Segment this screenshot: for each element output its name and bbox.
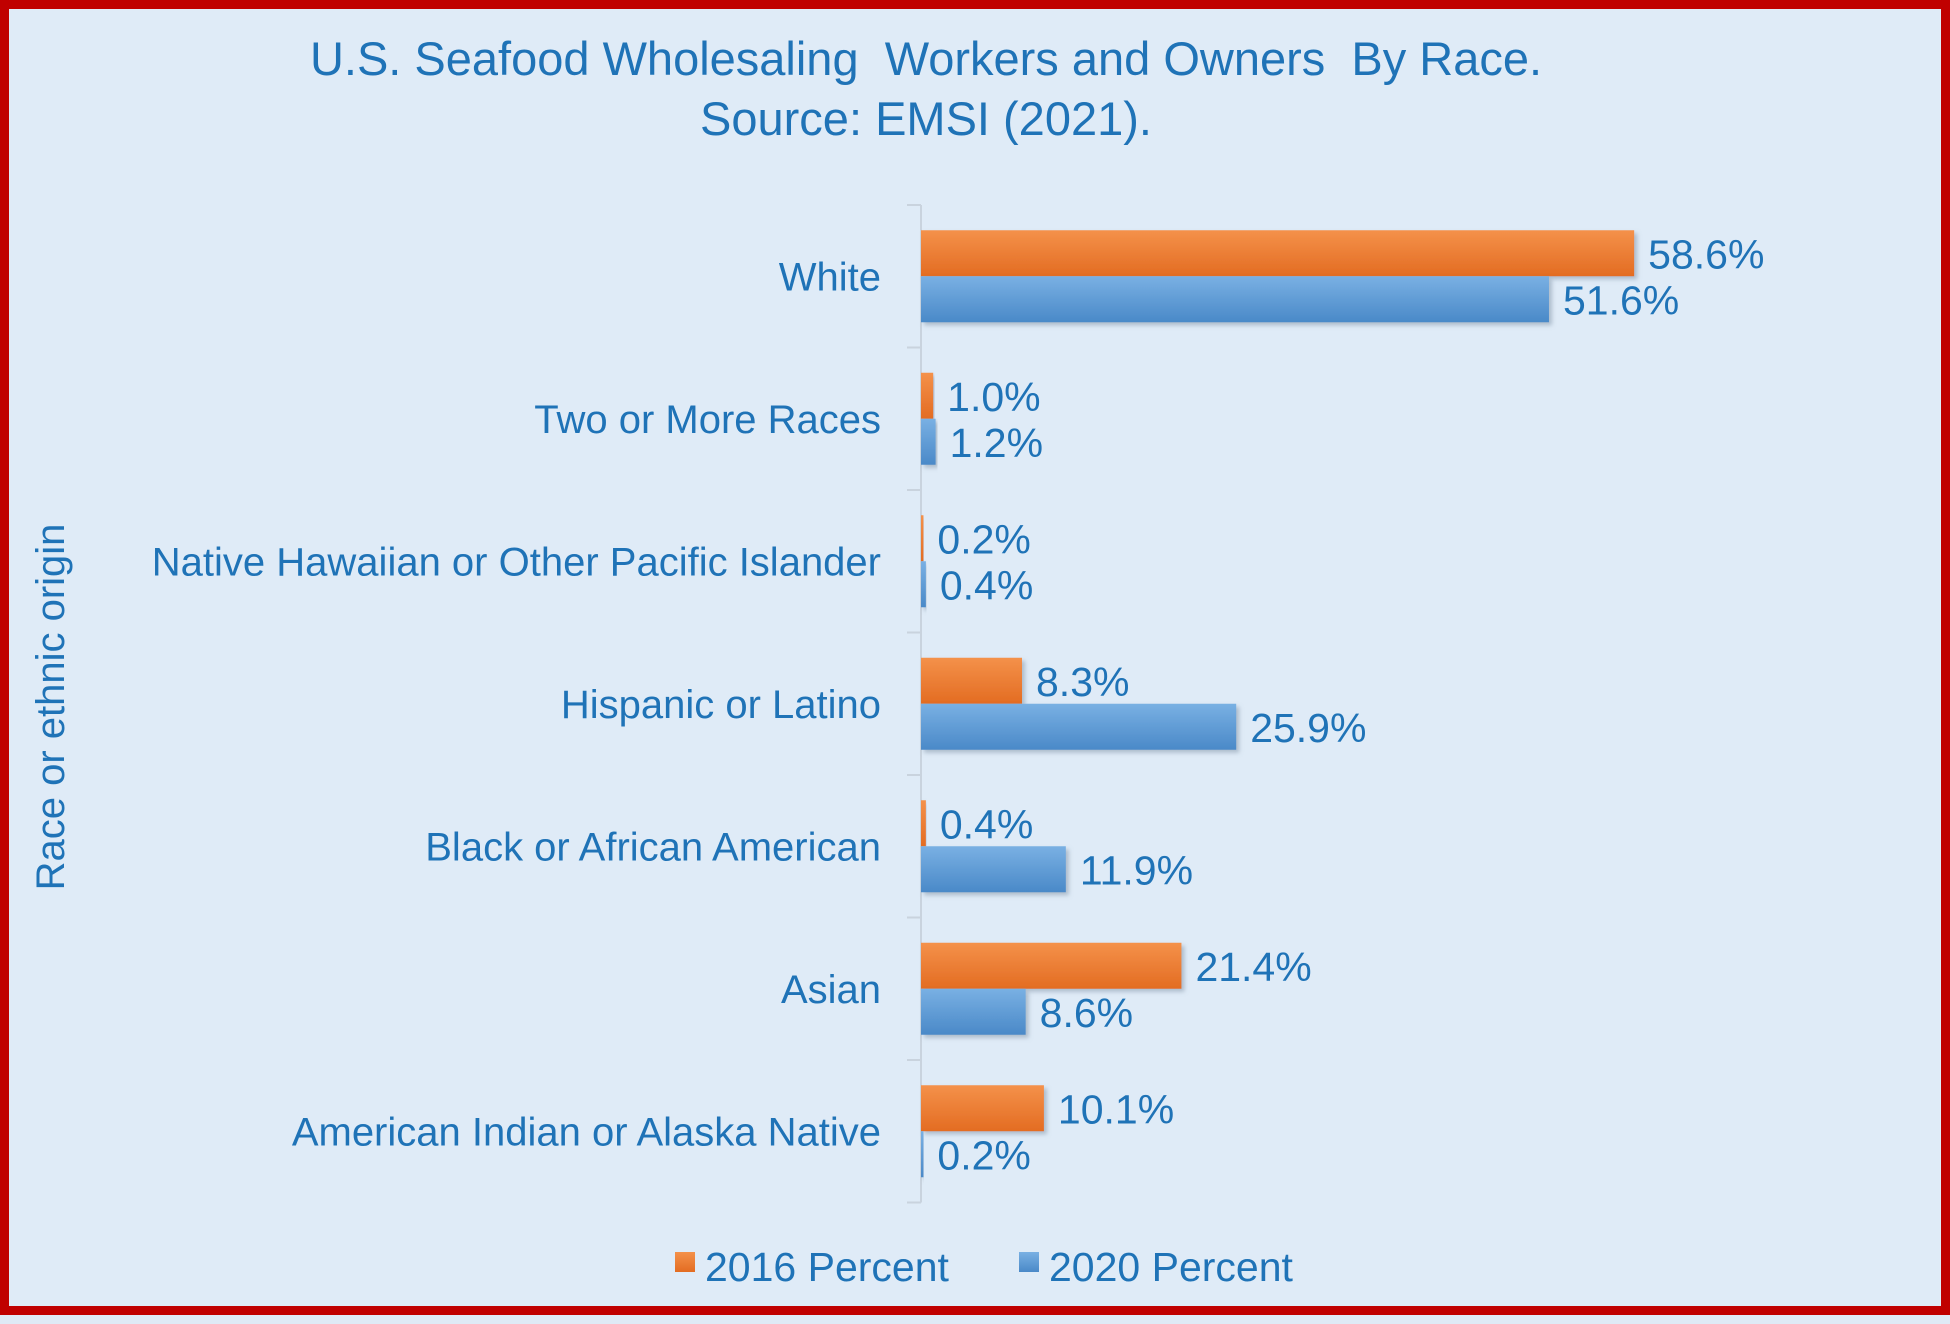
bar-2016-native-hawaiian-or-other-pacific-islander: [921, 515, 924, 562]
category-label-white: White: [779, 255, 881, 299]
data-label-2016-native-hawaiian-or-other-pacific-islander: 0.2%: [937, 516, 1030, 562]
data-label-2020-white: 51.6%: [1563, 277, 1679, 323]
data-label-2020-native-hawaiian-or-other-pacific-islander: 0.4%: [940, 562, 1033, 608]
category-label-asian: Asian: [781, 968, 881, 1012]
bar-2016-two-or-more-races: [921, 372, 934, 419]
data-label-2016-american-indian-or-alaska-native: 10.1%: [1058, 1086, 1174, 1132]
legend-label-2020: 2020 Percent: [1049, 1244, 1294, 1290]
chart-title: U.S. Seafood Wholesaling Workers and Own…: [310, 32, 1542, 85]
bar-2020-two-or-more-races: [921, 418, 936, 465]
category-label-american-indian-or-alaska-native: American Indian or Alaska Native: [292, 1110, 881, 1154]
legend-swatch-2016: [675, 1252, 695, 1272]
bar-2020-black-or-african-american: [921, 846, 1066, 893]
bar-2016-american-indian-or-alaska-native: [921, 1085, 1044, 1132]
bar-2016-black-or-african-american: [921, 800, 926, 847]
data-label-2020-american-indian-or-alaska-native: 0.2%: [937, 1132, 1030, 1178]
bar-2016-hispanic-or-latino: [921, 657, 1023, 704]
data-label-2020-black-or-african-american: 11.9%: [1080, 847, 1193, 893]
data-label-2016-asian: 21.4%: [1195, 944, 1311, 990]
bars: [921, 230, 1635, 1178]
data-label-2016-white: 58.6%: [1648, 231, 1764, 277]
data-labels: 58.6%51.6%1.0%1.2%0.2%0.4%8.3%25.9%0.4%1…: [937, 231, 1764, 1178]
bar-2020-white: [921, 276, 1549, 323]
data-label-2020-two-or-more-races: 1.2%: [950, 420, 1043, 466]
category-label-hispanic-or-latino: Hispanic or Latino: [561, 683, 881, 727]
data-label-2016-two-or-more-races: 1.0%: [947, 374, 1040, 420]
category-axis: [907, 204, 922, 1204]
bar-2020-asian: [921, 988, 1026, 1035]
category-label-native-hawaiian-or-other-pacific-islander: Native Hawaiian or Other Pacific Islande…: [152, 540, 881, 584]
y-axis-title: Race or ethnic origin: [29, 524, 73, 891]
category-label-black-or-african-american: Black or African American: [425, 825, 881, 869]
chart-subtitle: Source: EMSI (2021).: [700, 92, 1152, 145]
data-label-2016-hispanic-or-latino: 8.3%: [1036, 659, 1129, 705]
legend-label-2016: 2016 Percent: [705, 1244, 950, 1290]
category-label-two-or-more-races: Two or More Races: [534, 398, 881, 442]
bar-2020-hispanic-or-latino: [921, 703, 1237, 750]
legend-swatch-2020: [1019, 1252, 1039, 1272]
data-label-2020-hispanic-or-latino: 25.9%: [1250, 705, 1366, 751]
bar-chart: U.S. Seafood Wholesaling Workers and Own…: [29, 32, 1764, 1290]
bar-2016-asian: [921, 942, 1182, 989]
legend: 2016 Percent 2020 Percent: [675, 1244, 1294, 1290]
category-labels: White Two or More Races Native Hawaiian or…: [152, 255, 881, 1154]
bar-2020-american-indian-or-alaska-native: [921, 1131, 924, 1178]
data-label-2020-asian: 8.6%: [1040, 990, 1133, 1036]
bar-2020-native-hawaiian-or-other-pacific-islander: [921, 561, 926, 608]
data-label-2016-black-or-african-american: 0.4%: [940, 801, 1033, 847]
bar-2016-white: [921, 230, 1635, 277]
